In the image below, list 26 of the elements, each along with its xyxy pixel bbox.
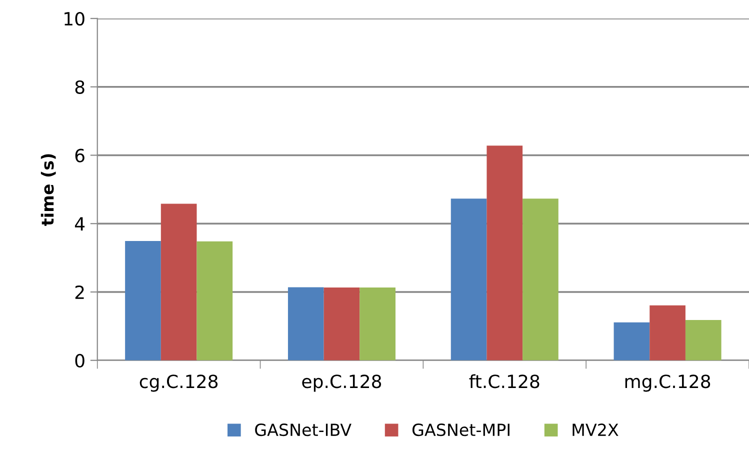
legend-label: GASNet-IBV	[255, 424, 352, 436]
bar	[522, 198, 558, 360]
y-tick-label: 4	[74, 217, 85, 230]
bar	[125, 241, 161, 360]
bar	[196, 241, 233, 360]
y-tick-label: 2	[75, 285, 84, 299]
bar	[650, 305, 686, 360]
y-axis-title: time (s)	[40, 154, 56, 226]
bar	[160, 204, 197, 360]
y-tick-label: 10	[64, 12, 84, 26]
x-tick-label: ep.C.128	[302, 374, 382, 392]
bar	[288, 287, 324, 360]
legend-label: GASNet-MPI	[412, 424, 510, 436]
bar	[614, 322, 650, 360]
legend-label: MV2X	[572, 424, 618, 436]
y-tick-label: 6	[75, 148, 84, 162]
bar	[324, 288, 360, 360]
bar	[486, 146, 523, 360]
y-tick-label: 8	[75, 80, 84, 94]
x-tick-label: cg.C.128	[140, 374, 218, 392]
bar	[685, 320, 722, 360]
y-tick-label: 0	[75, 354, 84, 368]
bar	[450, 198, 487, 360]
x-tick-label: ft.C.128	[469, 374, 540, 388]
x-tick-label: mg.C.128	[625, 374, 710, 392]
bar	[360, 288, 396, 360]
